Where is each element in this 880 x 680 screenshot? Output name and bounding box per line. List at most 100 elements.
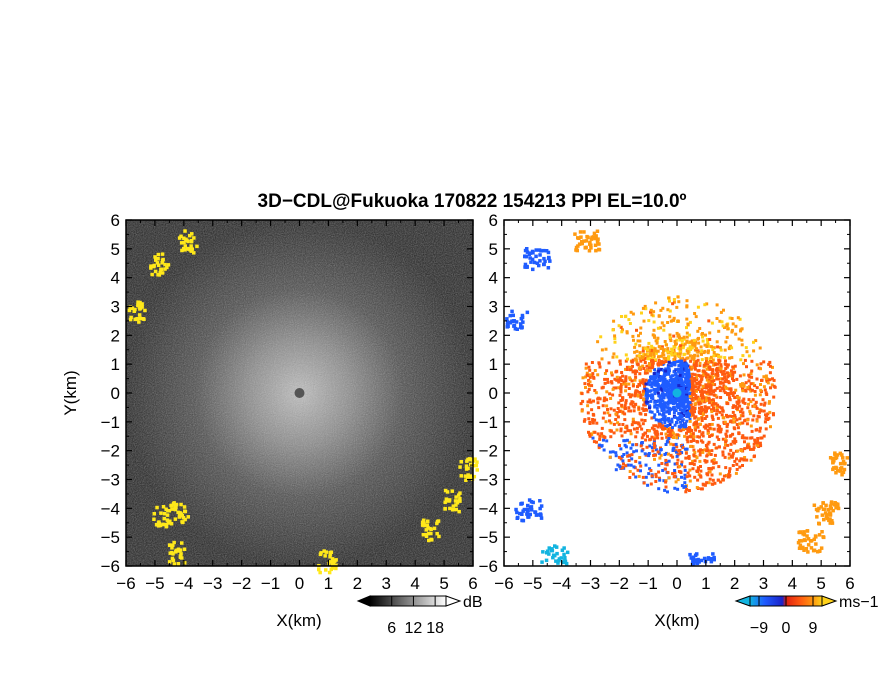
strong-echo-cell xyxy=(127,308,132,313)
velocity-cell xyxy=(708,426,712,430)
velocity-cell xyxy=(667,370,671,374)
velocity-cell xyxy=(671,449,675,452)
velocity-cell xyxy=(733,364,737,368)
velocity-cell xyxy=(653,390,657,394)
strong-echo-cell xyxy=(447,498,452,502)
velocity-cell xyxy=(732,416,736,420)
velocity-cell xyxy=(715,317,719,320)
velocity-cell xyxy=(724,443,727,447)
velocity-cell xyxy=(678,464,682,468)
velocity-cell xyxy=(632,338,635,342)
velocity-cell xyxy=(767,362,771,366)
velocity-cell xyxy=(711,418,715,421)
velocity-cell xyxy=(679,402,683,406)
velocity-cell xyxy=(588,398,592,402)
velocity-cell xyxy=(644,475,648,479)
velocity-cell xyxy=(689,379,693,383)
velocity-patch-cell xyxy=(554,559,558,563)
velocity-cell xyxy=(638,379,642,383)
velocity-cell xyxy=(690,432,694,436)
velocity-cell xyxy=(637,354,641,358)
velocity-cell xyxy=(698,429,702,433)
velocity-cell xyxy=(710,380,714,384)
velocity-cell xyxy=(674,368,678,372)
velocity-cell xyxy=(657,419,661,423)
velocity-patch-cell xyxy=(823,511,828,515)
velocity-cell xyxy=(720,320,724,324)
velocity-cell xyxy=(696,381,700,385)
velocity-cell xyxy=(680,460,684,464)
velocity-cell xyxy=(624,376,628,380)
velocity-cell xyxy=(724,466,728,470)
y-tick-label: −3 xyxy=(479,471,498,490)
velocity-cell xyxy=(619,385,623,389)
velocity-cell xyxy=(666,365,670,369)
velocity-cell xyxy=(693,373,697,377)
velocity-cell xyxy=(655,434,659,438)
velocity-cell xyxy=(726,402,730,406)
velocity-cell xyxy=(662,328,666,332)
velocity-cell xyxy=(634,475,638,479)
velocity-cell xyxy=(624,359,628,363)
strong-echo-cell xyxy=(171,543,175,548)
velocity-cell xyxy=(691,432,695,436)
velocity-cell xyxy=(625,365,629,369)
strong-echo-cell xyxy=(421,533,426,537)
velocity-cell xyxy=(706,431,710,435)
velocity-cell xyxy=(690,462,694,465)
velocity-cell xyxy=(660,321,664,325)
velocity-cell xyxy=(712,363,716,367)
strong-echo-cell xyxy=(183,229,187,233)
strong-echo-cell xyxy=(182,240,186,245)
velocity-cell xyxy=(589,400,593,404)
y-tick-label: −2 xyxy=(479,442,498,461)
velocity-cell xyxy=(652,352,656,356)
velocity-cell xyxy=(731,365,735,369)
velocity-cell xyxy=(687,385,691,389)
velocity-cell xyxy=(608,413,612,417)
velocity-cell xyxy=(614,454,618,458)
velocity-cell xyxy=(711,368,714,372)
velocity-cell xyxy=(629,463,633,467)
velocity-cell xyxy=(648,467,652,471)
velocity-cell xyxy=(663,453,667,456)
velocity-cell xyxy=(735,377,739,381)
velocity-cell xyxy=(664,360,668,363)
velocity-cell xyxy=(656,432,660,436)
velocity-cell xyxy=(606,377,609,381)
velocity-cell xyxy=(661,306,665,310)
strong-echo-cell xyxy=(451,508,455,512)
velocity-cell xyxy=(769,386,772,390)
velocity-cell xyxy=(712,393,716,397)
velocity-cell xyxy=(715,406,719,410)
velocity-cell xyxy=(713,453,717,457)
velocity-cell xyxy=(643,304,647,308)
y-tick-label: 3 xyxy=(111,298,120,317)
velocity-cell xyxy=(738,417,742,421)
velocity-cell xyxy=(719,396,723,399)
velocity-cell xyxy=(729,389,733,392)
velocity-cell xyxy=(693,407,697,410)
strong-echo-cell xyxy=(165,518,170,522)
velocity-cell xyxy=(673,415,677,419)
velocity-cell xyxy=(629,310,633,314)
velocity-patch-cell xyxy=(822,517,826,522)
velocity-cell xyxy=(620,371,624,374)
velocity-cell xyxy=(608,455,612,459)
velocity-patch-cell xyxy=(564,561,569,566)
velocity-patch-cell xyxy=(821,535,825,539)
velocity-cell xyxy=(691,459,695,463)
velocity-cell xyxy=(685,335,689,339)
velocity-cell xyxy=(624,389,628,393)
velocity-cell xyxy=(648,379,652,382)
velocity-cell xyxy=(765,393,769,396)
velocity-cell xyxy=(704,362,708,366)
velocity-patch-cell xyxy=(593,243,598,247)
velocity-cell xyxy=(762,434,766,438)
velocity-cell xyxy=(755,428,759,432)
velocity-cell xyxy=(761,398,765,402)
velocity-patch-cell xyxy=(806,537,811,541)
velocity-cell xyxy=(705,338,709,341)
velocity-cell xyxy=(711,478,715,482)
